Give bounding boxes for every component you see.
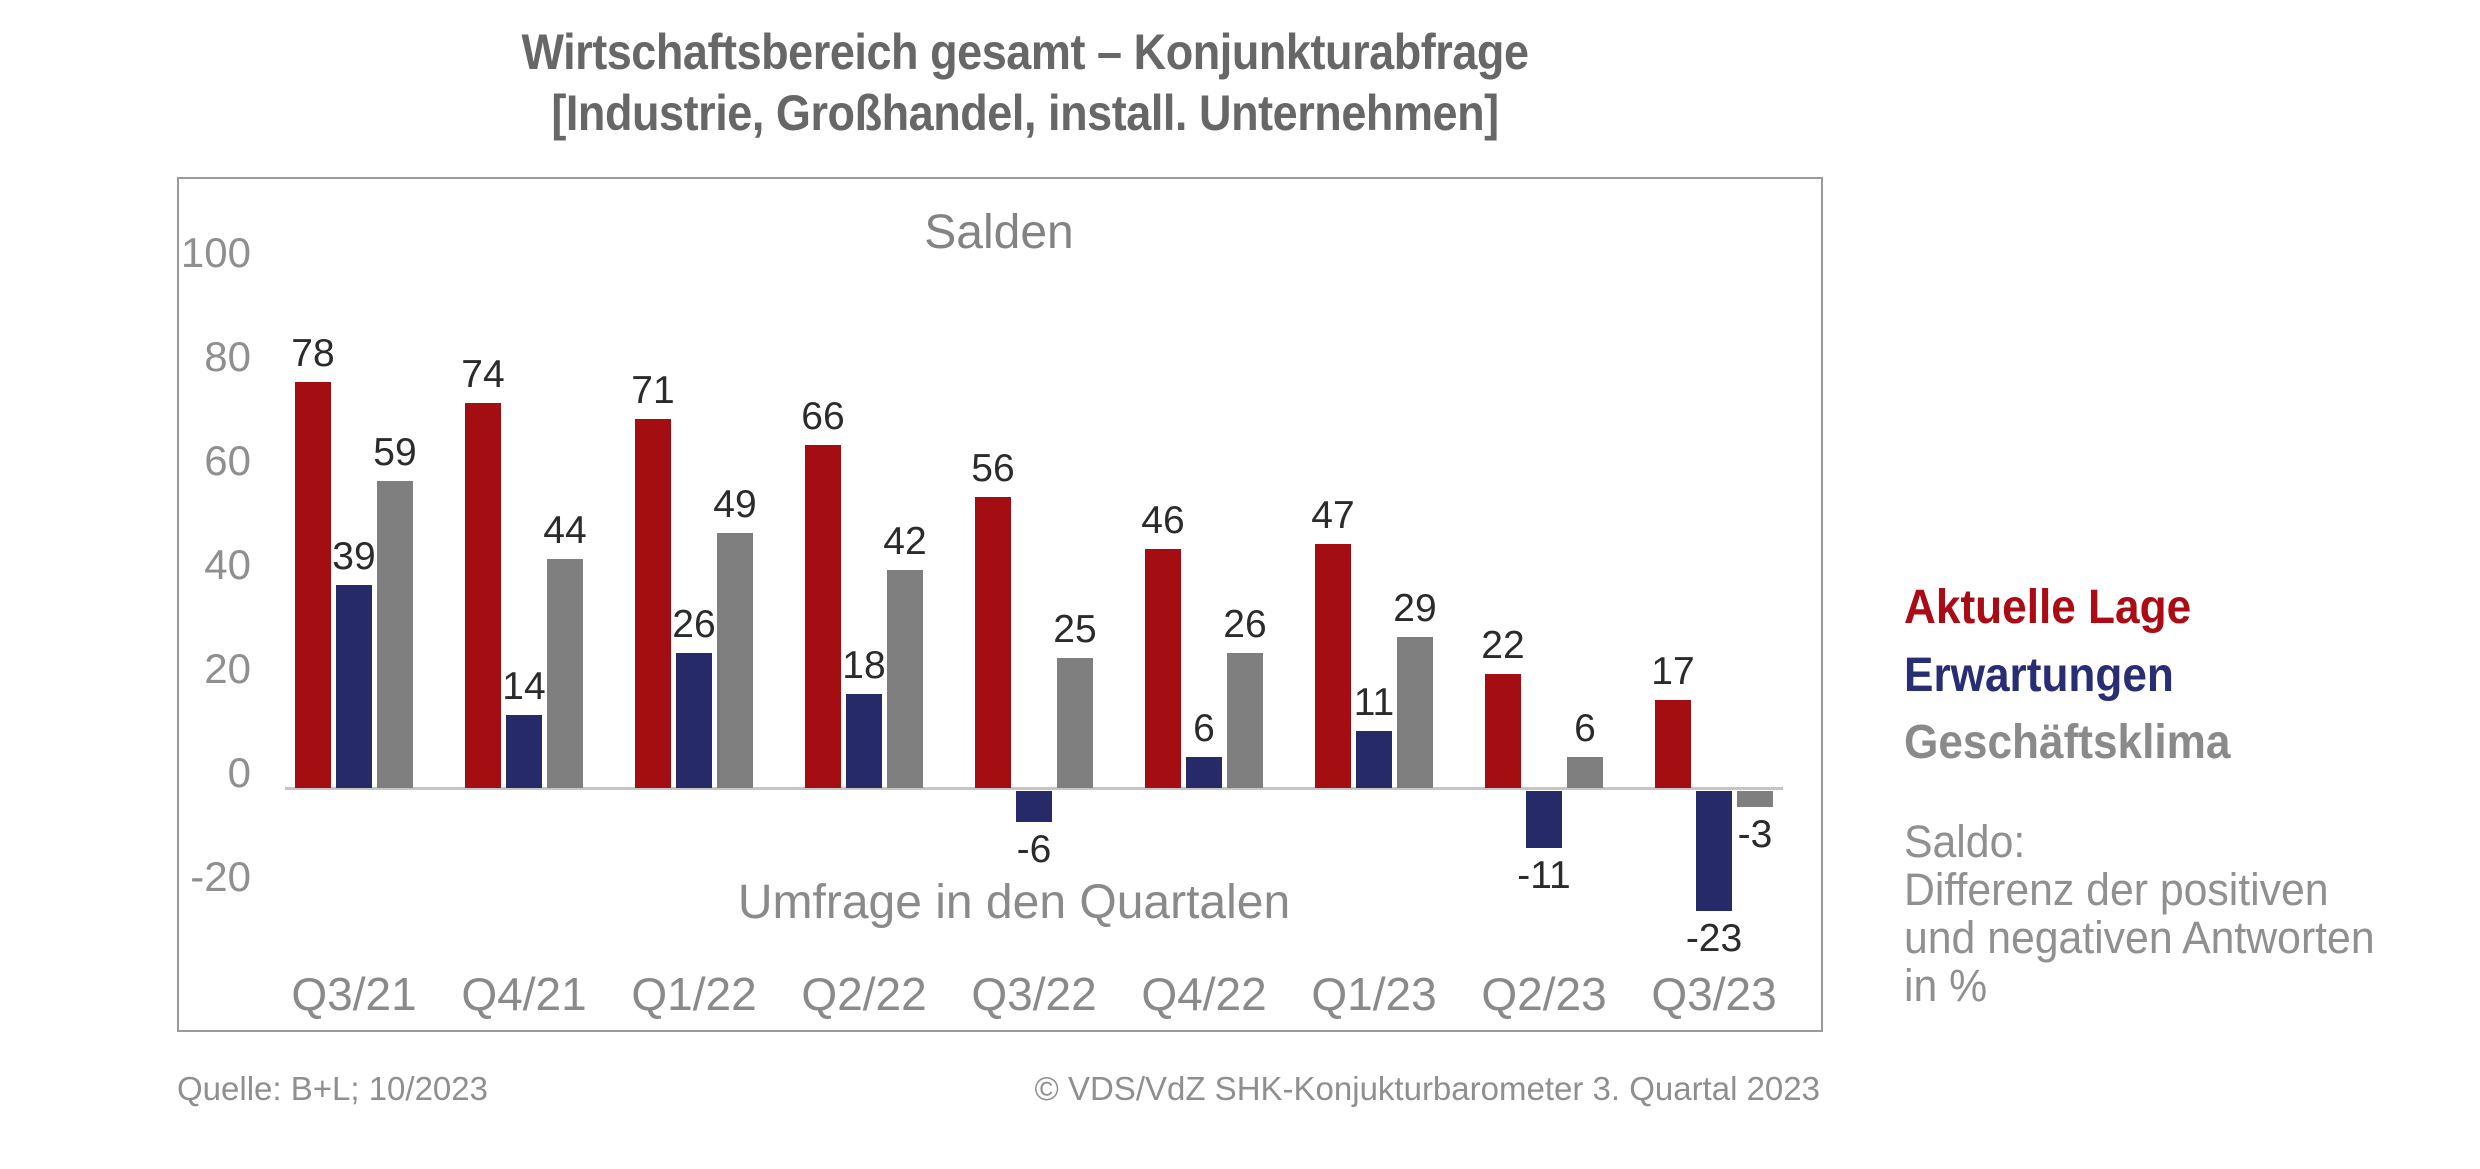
y-tick-label: 80 <box>204 333 251 380</box>
bar <box>1485 673 1521 788</box>
bar <box>1356 730 1392 788</box>
bar <box>465 403 501 788</box>
x-axis-title: Umfrage in den Quartalen <box>737 876 1291 929</box>
bar-value-label: 26 <box>672 602 716 646</box>
bar-value-label: 29 <box>1393 587 1437 631</box>
x-tick-label: Q1/23 <box>1311 968 1437 1020</box>
bar-value-label: 71 <box>631 368 675 412</box>
legend-item-aktuelle-lage: Aktuelle Lage <box>1904 581 2192 634</box>
x-tick-label: Q1/22 <box>631 968 757 1020</box>
legend-note-line: Differenz der positiven <box>1904 864 2329 915</box>
bar <box>635 418 671 788</box>
bar-value-label: -23 <box>1685 916 1743 960</box>
x-tick-label: Q3/23 <box>1651 968 1777 1020</box>
bar-value-label: 22 <box>1481 623 1525 667</box>
bar <box>506 715 542 788</box>
bar <box>1145 548 1181 788</box>
bar-value-label: 6 <box>1574 706 1596 750</box>
bar <box>1186 756 1222 788</box>
bar <box>1397 637 1433 788</box>
x-tick-label: Q3/21 <box>291 968 417 1020</box>
bar-value-label: 44 <box>543 509 587 553</box>
bar-value-label: 66 <box>801 394 845 438</box>
copyright-note: © VDS/VdZ SHK-Konjukturbarometer 3. Quar… <box>1034 1070 1820 1107</box>
legend-item-erwartungen: Erwartungen <box>1904 649 2174 702</box>
bar-value-label: 25 <box>1053 608 1097 651</box>
bar-value-label: 42 <box>883 519 927 563</box>
bar-value-label: 17 <box>1651 649 1695 693</box>
legend-note-line: Saldo: <box>1904 816 2026 867</box>
bar <box>295 382 331 788</box>
bar-value-label: 6 <box>1193 706 1215 750</box>
bar <box>1057 658 1093 788</box>
chart-inner-title: Salden <box>924 206 1074 259</box>
bar-value-label: 14 <box>502 665 546 709</box>
legend-note-line: in % <box>1904 960 1988 1011</box>
bar-value-label: 18 <box>842 644 886 688</box>
x-tick-label: Q4/21 <box>461 968 587 1020</box>
bar <box>1016 791 1052 823</box>
bar-value-label: 11 <box>1353 680 1395 724</box>
chart-main-title: Wirtschaftsbereich gesamt – Konjunkturab… <box>284 22 1765 144</box>
x-tick-label: Q2/22 <box>801 968 927 1020</box>
bar-value-label: 59 <box>373 431 417 475</box>
zero-axis-line <box>285 787 1783 790</box>
bar <box>547 559 583 788</box>
bar <box>846 694 882 788</box>
source-note: Quelle: B+L; 10/2023 <box>177 1070 488 1107</box>
bar <box>717 533 753 788</box>
y-tick-label: 40 <box>204 541 251 588</box>
bar-value-label: 78 <box>291 332 335 376</box>
y-tick-label: 100 <box>180 229 251 276</box>
bar-value-label: 47 <box>1311 493 1355 537</box>
y-tick-label: 20 <box>204 645 251 692</box>
bar-value-label: 56 <box>971 446 1015 490</box>
bar <box>1696 791 1732 911</box>
bar-value-label: -11 <box>1517 854 1571 898</box>
bar <box>377 481 413 788</box>
bar <box>887 569 923 788</box>
bar <box>1567 756 1603 788</box>
bar <box>1227 652 1263 788</box>
bar <box>975 496 1011 788</box>
bar <box>1315 543 1351 788</box>
bar-value-label: 46 <box>1141 498 1185 542</box>
bar <box>805 444 841 788</box>
bar-value-label: 49 <box>713 483 757 527</box>
bar <box>336 585 372 788</box>
bar <box>1737 791 1773 807</box>
bar-value-label: 26 <box>1223 602 1267 646</box>
bar-value-label: -3 <box>1737 812 1773 856</box>
bar-value-label: -6 <box>1016 828 1052 872</box>
bar-value-label: 39 <box>332 535 376 579</box>
legend-note-line: und negativen Antworten <box>1904 912 2375 963</box>
y-tick-label: 60 <box>204 437 251 484</box>
x-tick-label: Q4/22 <box>1141 968 1267 1020</box>
title-line-1: Wirtschaftsbereich gesamt – Konjunkturab… <box>521 24 1529 80</box>
chart-area: Salden 100 80 60 40 20 0 -20 78 39 59 74 14 44 71 26 4… <box>177 177 1823 1032</box>
bar <box>676 652 712 788</box>
bar <box>1655 699 1691 788</box>
y-tick-label: -20 <box>190 853 251 900</box>
legend-item-geschaeftsklima: Geschäftsklima <box>1904 716 2231 769</box>
title-line-2: [Industrie, Großhandel, install. Unterne… <box>551 85 1499 141</box>
bar-value-label: 74 <box>461 353 505 397</box>
x-tick-label: Q2/23 <box>1481 968 1607 1020</box>
y-tick-label: 0 <box>227 749 251 796</box>
x-tick-label: Q3/22 <box>971 968 1097 1020</box>
bar <box>1526 791 1562 849</box>
